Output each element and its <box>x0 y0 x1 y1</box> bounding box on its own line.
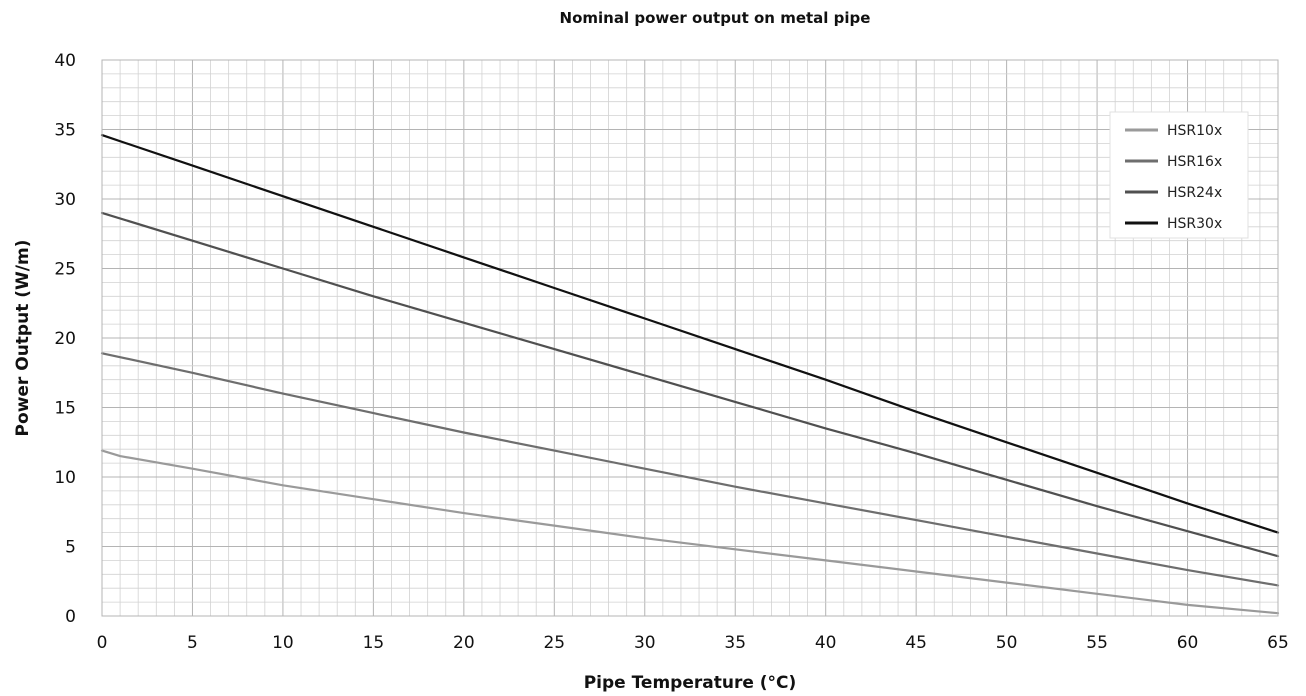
tick-labels: 0 5 10 15 20 25 30 35 40 45 50 55 60 65 0 5 10 15 20 25 30 35… <box>54 51 1288 653</box>
legend-label-hsr10x: HSR10x <box>1167 123 1222 139</box>
x-tick-label: 50 <box>996 633 1018 653</box>
x-axis-label: Pipe Temperature (°C) <box>584 673 797 693</box>
legend-label-hsr16x: HSR16x <box>1167 154 1222 170</box>
x-tick-label: 40 <box>815 633 837 653</box>
x-tick-label: 25 <box>543 633 565 653</box>
y-tick-label: 20 <box>54 329 76 349</box>
gridlines <box>101 59 1279 617</box>
series-line-hsr30x <box>100 134 1280 534</box>
y-tick-label: 15 <box>54 399 76 419</box>
legend-label-hsr30x: HSR30x <box>1167 216 1222 232</box>
x-tick-label: 60 <box>1177 633 1199 653</box>
y-tick-label: 25 <box>54 260 76 280</box>
series-line-hsr24x <box>100 211 1280 558</box>
y-tick-label: 35 <box>54 121 76 141</box>
y-tick-label: 40 <box>54 51 76 71</box>
legend: HSR10x HSR16x HSR24x HSR30x <box>1109 111 1249 239</box>
x-tick-label: 0 <box>97 633 108 653</box>
y-tick-label: 30 <box>54 190 76 210</box>
x-tick-label: 45 <box>905 633 927 653</box>
plot-area-border <box>101 59 1279 617</box>
x-tick-label: 55 <box>1086 633 1108 653</box>
y-tick-label: 5 <box>65 538 76 558</box>
series-line-hsr16x <box>100 352 1280 587</box>
y-tick-label: 0 <box>65 607 76 627</box>
x-tick-label: 5 <box>187 633 198 653</box>
x-tick-label: 35 <box>724 633 746 653</box>
x-tick-label: 15 <box>363 633 385 653</box>
x-tick-label: 20 <box>453 633 475 653</box>
y-tick-label: 10 <box>54 468 76 488</box>
legend-box <box>1109 111 1249 239</box>
x-tick-label: 30 <box>634 633 656 653</box>
x-tick-label: 65 <box>1267 633 1289 653</box>
series-line-hsr10x <box>100 449 1280 615</box>
series-lines <box>100 134 1280 615</box>
y-axis-label: Power Output (W/m) <box>13 240 33 437</box>
chart-title: Nominal power output on metal pipe <box>560 9 871 27</box>
legend-label-hsr24x: HSR24x <box>1167 185 1222 201</box>
x-tick-label: 10 <box>272 633 294 653</box>
